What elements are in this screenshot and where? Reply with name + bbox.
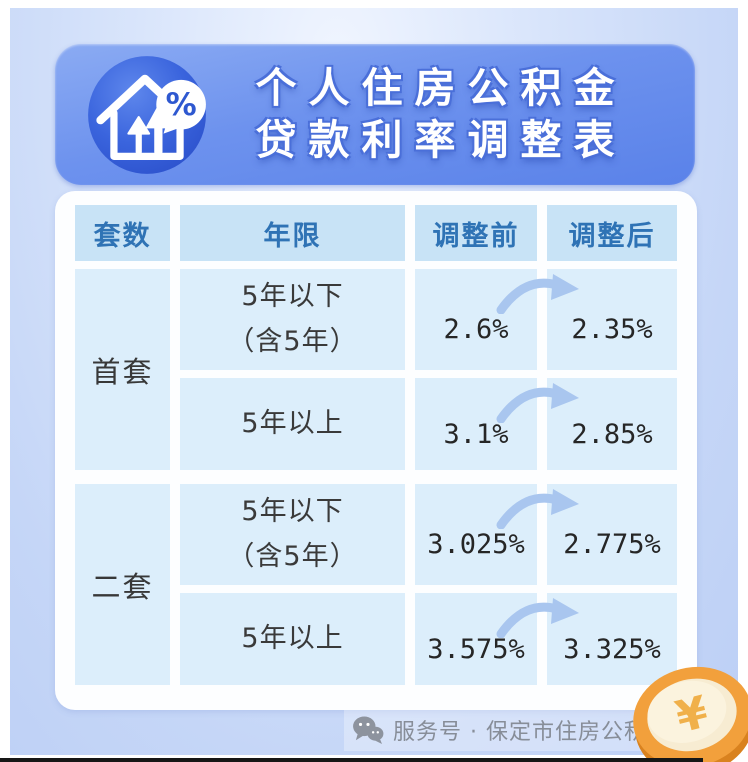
term-cell: 5年以上 [180, 378, 405, 470]
title-line-1: 个人住房公积金 [255, 63, 627, 112]
bottom-edge-line [0, 758, 703, 762]
rate-after-value: 2.775% [563, 529, 661, 560]
rate-before-cell: 3.1% [415, 378, 537, 470]
rate-after-cell: 2.775% [496, 484, 677, 585]
title-line-2: 贷款利率调整表 [255, 116, 627, 164]
rate-before-cell: 3.575% [415, 593, 537, 685]
page-title: 个人住房公积金 贷款利率调整表 [205, 44, 677, 185]
table-group-second-home: 二套 5年以下 （含5年） 3.025% 2.775% 5年以上 3.575% [75, 484, 677, 685]
term-line: 5年以下 [241, 280, 344, 312]
header-panel: % 个人住房公积金 贷款利率调整表 [55, 44, 695, 185]
term-line: （含5年） [227, 325, 358, 357]
wechat-icon [353, 716, 384, 744]
rate-after-value: 2.35% [571, 314, 653, 345]
term-cell: 5年以下 （含5年） [180, 269, 405, 370]
rate-after-cell: 2.35% [496, 269, 677, 370]
column-header-term: 年限 [180, 205, 405, 261]
rate-after-cell: 2.85% [496, 378, 677, 470]
rate-after-value: 3.325% [563, 633, 661, 665]
column-header-after: 调整后 [547, 205, 677, 261]
term-cell: 5年以上 [180, 593, 405, 685]
rates-table-card: 套数 年限 调整前 调整后 首套 5年以下 （含5年） 2.6% 2.35% 5… [55, 191, 697, 710]
table-group-first-home: 首套 5年以下 （含5年） 2.6% 2.35% 5年以上 3.1% [75, 269, 677, 470]
column-header-units: 套数 [75, 205, 170, 261]
term-line: 5年以上 [241, 407, 344, 439]
svg-text:%: % [166, 87, 197, 123]
column-header-before: 调整前 [415, 205, 537, 261]
category-cell: 首套 [75, 269, 170, 470]
rate-before-cell: 2.6% [415, 269, 537, 370]
up-arrow-small-icon [127, 116, 151, 154]
term-cell: 5年以下 （含5年） [180, 484, 405, 585]
percent-bubble-icon: % [156, 79, 206, 134]
term-line: 5年以上 [241, 622, 344, 654]
category-cell: 二套 [75, 484, 170, 685]
table-header-row: 套数 年限 调整前 调整后 [75, 205, 677, 261]
term-line: 5年以下 [241, 495, 344, 527]
rate-before-cell: 3.025% [415, 484, 537, 585]
rate-after-value: 2.85% [571, 418, 653, 450]
term-line: （含5年） [227, 540, 358, 572]
gold-coin-icon: ¥ [633, 666, 748, 762]
house-rates-percent-icon: % [88, 56, 206, 174]
